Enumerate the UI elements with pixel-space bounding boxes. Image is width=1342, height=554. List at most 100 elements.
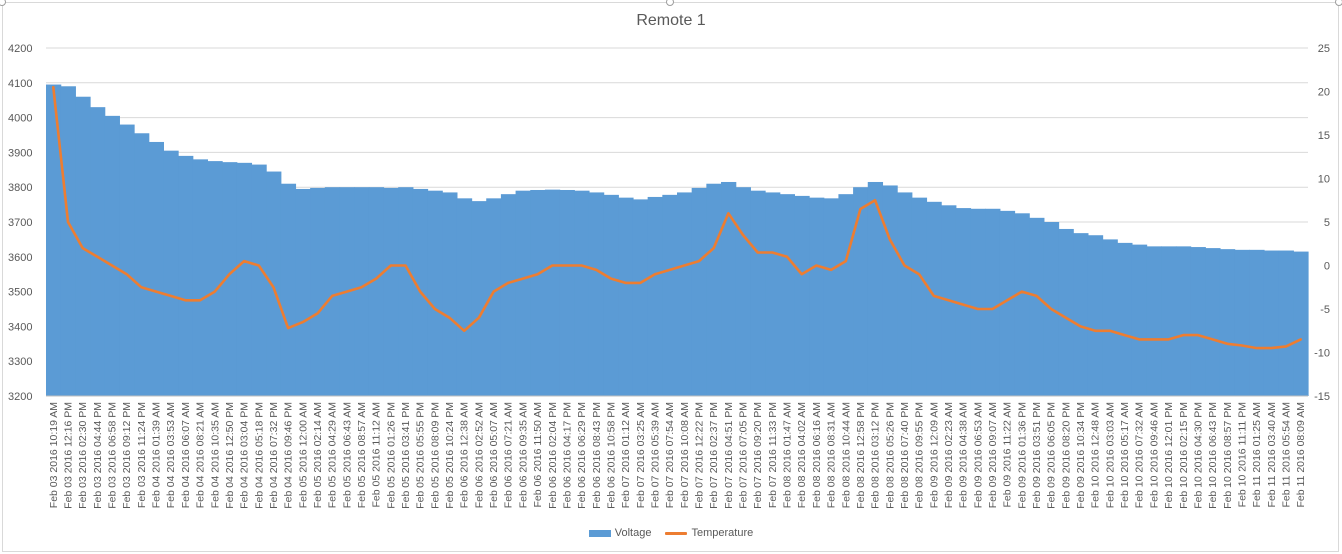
x-tick-label: Feb 11 2016 05:54 AM	[1281, 402, 1293, 507]
voltage-bar	[750, 190, 766, 396]
x-tick-label: Feb 09 2016 04:38 AM	[958, 402, 970, 508]
voltage-bar	[148, 141, 164, 396]
voltage-bar	[1029, 217, 1045, 396]
voltage-bar	[398, 187, 414, 396]
voltage-bar	[134, 133, 150, 396]
voltage-bar	[999, 210, 1016, 396]
voltage-bar	[985, 208, 1001, 396]
voltage-bar	[1293, 251, 1309, 396]
voltage-bar	[1087, 235, 1104, 396]
x-tick-label: Feb 05 2016 08:57 AM	[356, 402, 368, 508]
x-tick-label: Feb 08 2016 09:55 PM	[914, 402, 926, 509]
legend-item-temperature[interactable]: Temperature	[665, 527, 753, 539]
voltage-bar	[574, 190, 590, 396]
x-tick-label: Feb 05 2016 08:09 PM	[429, 402, 441, 509]
x-tick-label: Feb 04 2016 05:18 PM	[253, 402, 265, 509]
resize-handle-top-right[interactable]	[1335, 0, 1342, 6]
x-tick-label: Feb 09 2016 02:23 AM	[943, 402, 955, 508]
legend-item-voltage[interactable]: Voltage	[588, 527, 652, 539]
x-tick-label: Feb 09 2016 12:09 AM	[928, 402, 940, 508]
x-tick-label: Feb 03 2016 06:58 PM	[107, 402, 119, 509]
voltage-bar	[1117, 242, 1133, 396]
x-tick-label: Feb 09 2016 03:51 PM	[1031, 402, 1043, 509]
y-left-tick-label: 3600	[8, 252, 32, 264]
voltage-bar	[603, 194, 619, 396]
legend-label-voltage: Voltage	[614, 527, 652, 539]
x-tick-label: Feb 10 2016 04:30 PM	[1192, 402, 1204, 509]
voltage-bar	[632, 199, 649, 396]
y-right-tick-label: 25	[1318, 43, 1330, 55]
x-tick-label: Feb 05 2016 11:12 AM	[371, 402, 383, 507]
voltage-bar	[442, 192, 458, 396]
voltage-bar	[765, 192, 781, 396]
y-right-tick-label: 5	[1324, 217, 1330, 229]
x-tick-label: Feb 10 2016 08:57 PM	[1222, 402, 1234, 509]
voltage-bar	[926, 201, 942, 396]
x-tick-label: Feb 05 2016 03:41 PM	[400, 402, 412, 509]
x-tick-label: Feb 07 2016 05:39 AM	[650, 402, 662, 508]
x-tick-label: Feb 08 2016 08:31 AM	[826, 402, 838, 508]
voltage-bar	[1249, 249, 1265, 396]
x-tick-label: Feb 09 2016 08:20 PM	[1060, 402, 1072, 509]
x-tick-label: Feb 04 2016 01:39 AM	[151, 402, 163, 508]
voltage-bar	[310, 187, 326, 396]
x-tick-label: Feb 08 2016 07:40 PM	[899, 402, 911, 509]
voltage-bar	[119, 124, 135, 396]
x-tick-label: Feb 07 2016 11:33 PM	[767, 402, 779, 508]
x-tick-label: Feb 10 2016 07:32 AM	[1134, 402, 1146, 508]
legend[interactable]: Voltage Temperature	[0, 527, 1342, 539]
y-left-tick-label: 3700	[8, 217, 32, 229]
voltage-bar	[735, 187, 751, 396]
x-tick-label: Feb 07 2016 07:05 PM	[738, 402, 750, 509]
x-tick-label: Feb 03 2016 11:24 PM	[136, 402, 148, 508]
x-tick-label: Feb 06 2016 10:58 PM	[606, 402, 618, 509]
voltage-bar	[897, 192, 913, 396]
y-right-tick-label: 15	[1318, 130, 1330, 142]
voltage-bar	[1131, 244, 1148, 396]
chart-title[interactable]: Remote 1	[636, 12, 706, 29]
voltage-bar	[530, 189, 546, 396]
voltage-bar	[853, 187, 869, 396]
x-tick-label: Feb 06 2016 02:52 AM	[473, 402, 485, 508]
y-right-tick-label: -10	[1314, 348, 1330, 360]
voltage-bar	[486, 198, 502, 396]
y-left-tick-label: 3900	[8, 147, 32, 159]
y-left-tick-label: 3400	[8, 321, 32, 333]
voltage-bar	[559, 189, 575, 396]
voltage-bar	[251, 164, 267, 396]
x-tick-label: Feb 04 2016 09:46 PM	[283, 402, 295, 509]
voltage-bar	[456, 198, 473, 396]
voltage-bar	[207, 161, 223, 396]
resize-handle-top-center[interactable]	[666, 0, 674, 6]
x-tick-label: Feb 07 2016 01:12 AM	[620, 402, 632, 508]
voltage-bar	[1014, 213, 1030, 396]
x-tick-label: Feb 11 2016 08:09 AM	[1295, 402, 1307, 507]
x-tick-label: Feb 08 2016 01:47 AM	[782, 402, 794, 508]
voltage-bar	[955, 208, 972, 396]
voltage-bar	[970, 208, 986, 396]
voltage-bar	[368, 187, 385, 396]
voltage-bar	[721, 181, 737, 396]
voltage-bar	[1073, 233, 1089, 396]
x-tick-label: Feb 08 2016 10:44 AM	[840, 402, 852, 508]
resize-handle-top-left[interactable]	[0, 0, 6, 6]
x-tick-label: Feb 04 2016 10:35 AM	[209, 402, 221, 508]
x-tick-label: Feb 10 2016 09:46 AM	[1148, 402, 1160, 508]
x-tick-label: Feb 08 2016 03:12 PM	[870, 402, 882, 509]
x-tick-label: Feb 10 2016 12:48 AM	[1090, 402, 1102, 508]
voltage-bar	[882, 185, 898, 396]
voltage-bar	[60, 86, 76, 396]
voltage-bar	[178, 155, 194, 396]
x-tick-label: Feb 04 2016 08:21 AM	[195, 402, 207, 508]
x-tick-label: Feb 05 2016 02:14 AM	[312, 402, 324, 508]
voltage-bar	[1234, 249, 1250, 396]
x-tick-label: Feb 10 2016 11:11 PM	[1237, 402, 1249, 507]
voltage-bar	[90, 107, 106, 396]
voltage-bar	[222, 162, 238, 396]
x-tick-label: Feb 07 2016 07:54 AM	[664, 402, 676, 508]
x-tick-label: Feb 11 2016 03:40 AM	[1266, 402, 1278, 507]
x-tick-label: Feb 06 2016 05:07 AM	[488, 402, 500, 508]
x-tick-label: Feb 06 2016 11:50 AM	[532, 402, 544, 507]
voltage-bar	[794, 195, 810, 396]
